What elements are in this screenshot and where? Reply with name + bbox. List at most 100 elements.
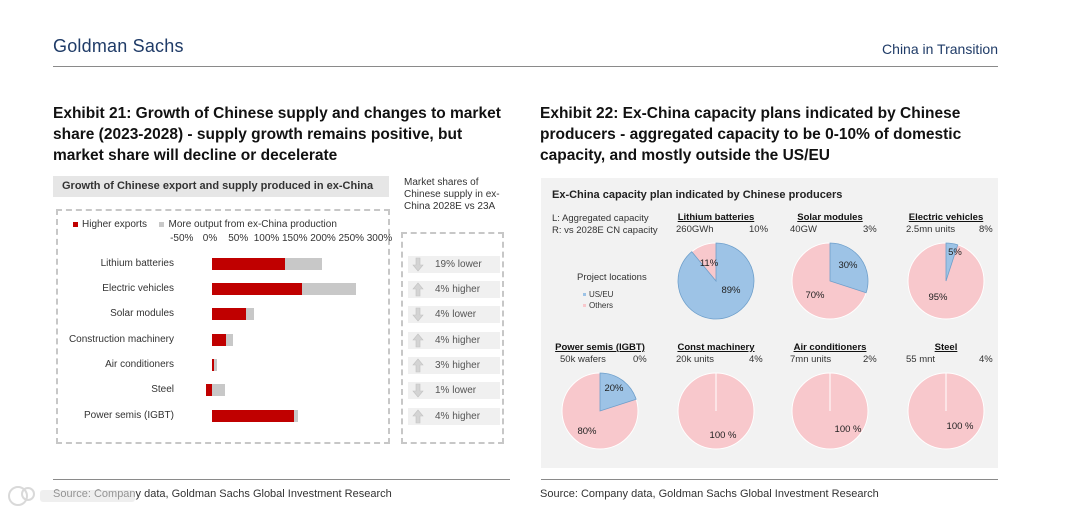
pie-label-us-eu: 89% <box>721 285 741 296</box>
market-share-text: 1% lower <box>435 385 477 396</box>
legend-us-eu: US/EU <box>583 290 613 299</box>
x-tick-label: 300% <box>366 233 393 244</box>
arrow-down-icon <box>412 307 424 322</box>
bar-legend: Higher exports More output from ex-China… <box>73 214 337 232</box>
pie-slice-us-eu <box>945 242 959 282</box>
header-divider <box>53 66 998 67</box>
market-share-text: 4% lower <box>435 309 477 320</box>
arrow-up-icon <box>412 358 424 373</box>
pie-ratio: 4% <box>979 354 993 365</box>
market-share-text: 4% higher <box>435 284 481 295</box>
legend-label-us-eu: US/EU <box>589 290 614 299</box>
pie-title: Electric vehicles <box>908 212 984 223</box>
category-label: Power semis (IGBT) <box>83 410 174 421</box>
pie-capacity: 7mn units <box>790 354 832 365</box>
pie-capacity: 55 mnt <box>906 354 936 365</box>
series-title: China in Transition <box>882 41 998 57</box>
exhibit-22-source: Source: Company data, Goldman Sachs Glob… <box>540 488 879 500</box>
pie-title: Steel <box>934 342 958 353</box>
market-share-row: 4% higher <box>408 281 500 298</box>
arrow-up-icon <box>412 409 424 424</box>
market-share-row: 1% lower <box>408 382 500 399</box>
bar-higher-exports <box>212 283 303 295</box>
legend-label-higher-exports: Higher exports <box>82 219 148 230</box>
legend-swatch-blue <box>583 293 586 296</box>
pie-label-others: 100 % <box>946 421 974 432</box>
exhibit-22-panel-title: Ex-China capacity plan indicated by Chin… <box>552 189 843 201</box>
category-label: Steel <box>151 384 174 395</box>
x-tick-label: 250% <box>338 233 365 244</box>
category-label: Construction machinery <box>68 334 174 345</box>
legend-swatch-pink <box>583 304 586 307</box>
bar-higher-exports <box>212 258 286 270</box>
pie-capacity: 2.5mn units <box>906 224 956 235</box>
market-share-row: 4% higher <box>408 408 500 425</box>
market-share-row: 19% lower <box>408 256 500 273</box>
exhibit-21-panel-title: Growth of Chinese export and supply prod… <box>62 180 374 192</box>
bar-chart-frame <box>56 209 390 444</box>
x-tick-label: 0% <box>202 233 218 244</box>
pie-label-us-eu: 20% <box>604 383 624 394</box>
bar-more-output <box>302 283 357 295</box>
pie-capacity: 40GW <box>790 224 817 235</box>
bar-higher-exports <box>212 334 227 346</box>
bar-more-output <box>212 384 225 396</box>
legend-title: Project locations <box>577 272 647 283</box>
x-tick-label: 200% <box>310 233 336 244</box>
pie-label-others: 80% <box>577 426 597 437</box>
pie-label-others: 100 % <box>709 430 737 441</box>
bar-higher-exports <box>212 410 294 422</box>
category-label: Air conditioners <box>105 359 174 370</box>
exhibit-21-source: Source: Company data, Goldman Sachs Glob… <box>53 488 392 500</box>
pie-label-us-eu: 30% <box>838 260 858 271</box>
note-left: L: Aggregated capacity <box>552 213 649 224</box>
pie-title: Solar modules <box>797 212 863 223</box>
bar-more-output <box>285 258 323 270</box>
legend-higher-exports: Higher exports <box>73 219 147 230</box>
x-tick-label: 100% <box>253 233 280 244</box>
pie-title: Power semis (IGBT) <box>555 342 645 353</box>
pie-ratio: 0% <box>633 354 647 365</box>
legend-more-output: More output from ex-China production <box>159 219 337 230</box>
arrow-down-icon <box>412 383 424 398</box>
bar-higher-exports <box>212 308 246 320</box>
arrow-down-icon <box>412 257 424 272</box>
pie-label-others: 11% <box>699 258 719 269</box>
arrow-up-icon <box>412 333 424 348</box>
legend-others: Others <box>583 301 613 310</box>
exhibit-21-title: Exhibit 21: Growth of Chinese supply and… <box>53 105 501 164</box>
pie-ratio: 8% <box>979 224 993 235</box>
x-tick-label: 50% <box>228 233 249 244</box>
market-share-text: 19% lower <box>435 259 482 270</box>
pie-ratio: 3% <box>863 224 877 235</box>
category-label: Solar modules <box>110 308 174 319</box>
pie-capacity: 260GWh <box>676 224 714 235</box>
bar-more-output <box>213 359 217 371</box>
footer-divider-right <box>541 479 998 480</box>
legend-label-more-output: More output from ex-China production <box>168 219 337 230</box>
bar-more-output <box>226 334 234 346</box>
market-share-text: 4% higher <box>435 411 481 422</box>
market-share-row: 3% higher <box>408 357 500 374</box>
pie-slice-us-eu <box>677 242 755 320</box>
pie-label-others: 100 % <box>834 424 862 435</box>
bar-more-output <box>293 410 299 422</box>
market-share-frame <box>401 232 504 444</box>
pie-label-others: 95% <box>928 292 948 303</box>
pie-ratio: 10% <box>749 224 769 235</box>
market-share-row: 4% lower <box>408 306 500 323</box>
exhibit-22-title: Exhibit 22: Ex-China capacity plans indi… <box>540 105 962 164</box>
pie-title: Const machinery <box>677 342 755 353</box>
pie-capacity: 20k units <box>676 354 715 365</box>
market-share-header: Market shares of Chinese supply in ex-Ch… <box>404 177 500 212</box>
pie-title: Lithium batteries <box>677 212 755 223</box>
pie-title: Air conditioners <box>793 342 867 353</box>
pie-capacity: 50k wafers <box>560 354 606 365</box>
pie-slice-us-eu <box>829 242 869 294</box>
watermark-icon <box>8 486 135 506</box>
market-share-text: 4% higher <box>435 335 481 346</box>
exhibit-21-panel-header: Growth of Chinese export and supply prod… <box>53 176 389 197</box>
bar-more-output <box>245 308 255 320</box>
pie-ratio: 4% <box>749 354 763 365</box>
